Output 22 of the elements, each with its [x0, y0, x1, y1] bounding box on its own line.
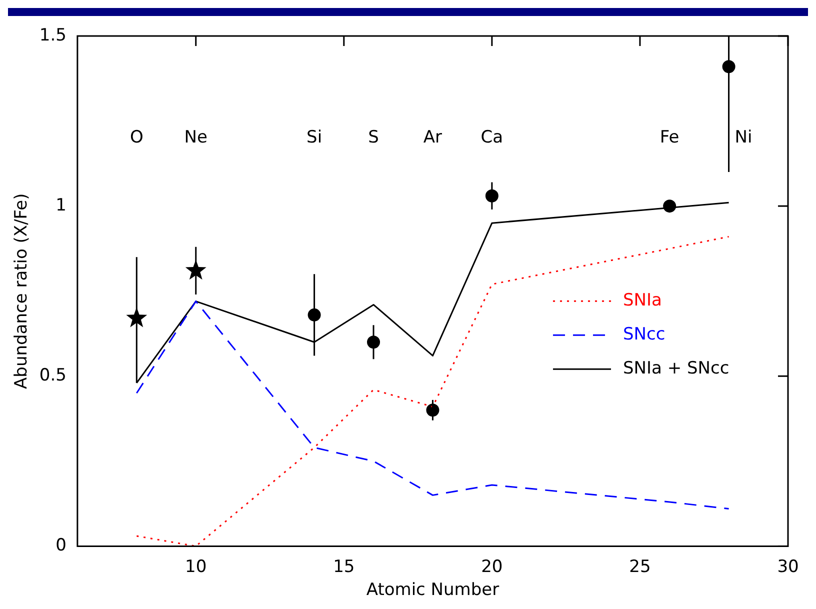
x-tick-label: 30 [777, 556, 799, 577]
y-axis-title: Abundance ratio (X/Fe) [12, 193, 32, 389]
annotation: Ca [480, 127, 504, 148]
x-tick-label: 20 [481, 556, 503, 577]
x-tick-label: 10 [185, 556, 207, 577]
annotation: Ni [734, 127, 752, 148]
annotation: Ar [423, 127, 442, 148]
y-tick-label: 1 [56, 195, 66, 216]
y-tick-label: 0 [56, 536, 66, 556]
legend-label: SNIa [623, 290, 662, 311]
y-tick-label: 0.5 [39, 366, 66, 386]
legend-label: SNIa + SNcc [623, 358, 730, 379]
annotation: O [130, 127, 144, 148]
x-tick-label: 25 [629, 556, 651, 577]
annotation: Ne [184, 127, 208, 148]
x-axis-title: Atomic Number [366, 580, 500, 600]
annotation: S [368, 127, 379, 148]
annotation: Fe [660, 127, 680, 148]
legend-label: SNcc [623, 324, 666, 345]
y-tick-label: 1.5 [39, 25, 66, 46]
x-tick-label: 15 [333, 556, 355, 577]
annotation: Si [306, 127, 322, 148]
